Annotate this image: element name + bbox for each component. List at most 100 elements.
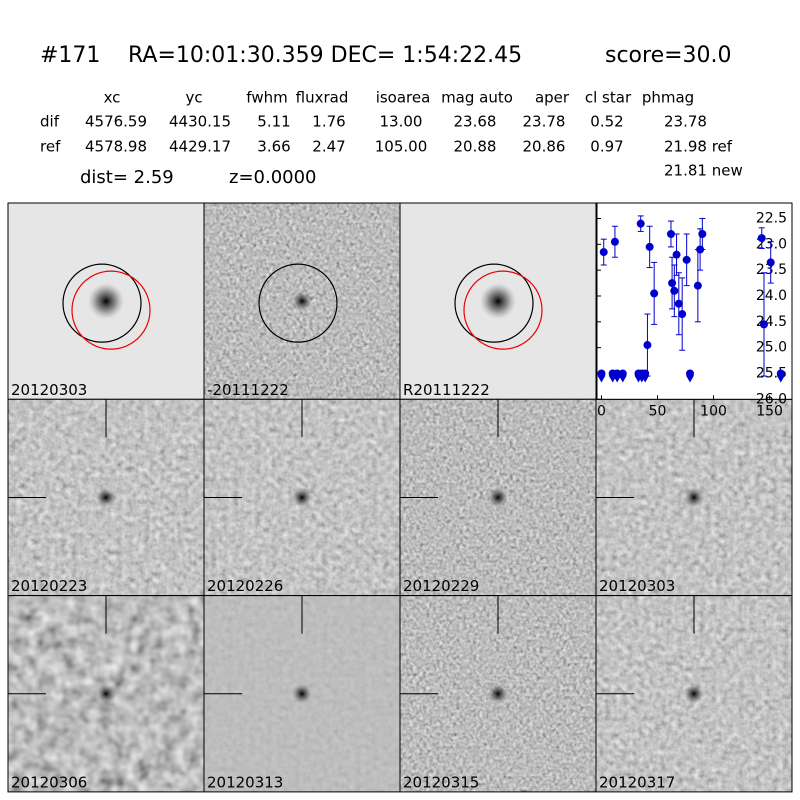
table-cell: 0.52 — [590, 113, 623, 131]
image-panel: R20111222 — [399, 202, 597, 400]
table-cell: 20.88 — [454, 138, 497, 156]
table-cell: 4429.17 — [169, 138, 231, 156]
column-header: xc — [104, 89, 121, 107]
data-point — [643, 341, 652, 350]
limit-arrow — [641, 375, 650, 383]
panel-label: -20111222 — [207, 381, 289, 399]
panel-label: 20120315 — [403, 773, 479, 791]
limit-arrow — [618, 375, 627, 383]
source — [96, 487, 116, 508]
table-cell: 2.47 — [312, 138, 345, 156]
limit-arrow — [613, 375, 622, 383]
source — [292, 683, 312, 704]
row-label: dif — [40, 113, 60, 131]
redshift: z=0.0000 — [229, 167, 317, 188]
data-point — [670, 286, 679, 295]
image-panel: 20120315 — [399, 595, 597, 793]
image-panel: 20120223 — [7, 398, 205, 597]
panel-label: R20111222 — [403, 381, 490, 399]
panel-label: 20120313 — [207, 773, 283, 791]
image-panel: 20120303 — [595, 398, 793, 597]
table-cell: 13.00 — [380, 113, 423, 131]
y-tick-label: 24.0 — [756, 288, 787, 304]
image-panel: 20120317 — [595, 595, 793, 793]
table-cell: 3.66 — [257, 138, 290, 156]
table-cell: 5.11 — [257, 113, 290, 131]
source — [684, 683, 704, 704]
data-point — [766, 258, 775, 267]
column-header: phmag — [642, 89, 694, 107]
limit-arrow — [776, 375, 785, 383]
x-tick-label: 50 — [649, 403, 667, 419]
image-panel: 20120303 — [7, 202, 205, 400]
image-panel: -20111222 — [203, 202, 401, 400]
column-header: fwhm — [246, 89, 287, 107]
panel-label: 20120303 — [599, 577, 675, 595]
aperture-ref — [71, 270, 151, 350]
table-cell: 0.97 — [590, 138, 623, 156]
y-tick-label: 26.0 — [756, 391, 787, 407]
column-header: yc — [185, 89, 202, 107]
data-point — [610, 237, 619, 246]
table-cell: 23.68 — [454, 113, 497, 131]
column-header: aper — [535, 89, 570, 107]
coordinates: RA=10:01:30.359 DEC= 1:54:22.45 — [128, 43, 522, 68]
data-point — [636, 219, 645, 228]
table-cell: 4430.15 — [169, 113, 231, 131]
row-label: ref — [40, 138, 61, 156]
data-point — [693, 281, 702, 290]
table-cell: 23.78 — [664, 113, 707, 131]
panel-label: 20120303 — [11, 381, 87, 399]
column-header: isoarea — [376, 89, 431, 107]
source — [96, 683, 116, 704]
table-cell: 1.76 — [312, 113, 345, 131]
source — [480, 283, 516, 320]
data-point — [666, 229, 675, 238]
data-point — [682, 255, 691, 264]
panel-label: 20120317 — [599, 773, 675, 791]
x-tick-label: 100 — [700, 403, 727, 419]
panel-label: 20120226 — [207, 577, 283, 595]
source — [684, 487, 704, 508]
y-tick-label: 24.5 — [756, 314, 787, 330]
source — [292, 487, 312, 508]
table-cell: 20.86 — [523, 138, 566, 156]
column-header: cl star — [585, 89, 632, 107]
aperture — [454, 263, 534, 343]
limit-arrow — [686, 375, 695, 383]
data-point — [599, 248, 608, 257]
image-panel: 20120313 — [203, 595, 401, 793]
dist: dist= 2.59 — [80, 167, 174, 188]
panel-label: 20120229 — [403, 577, 479, 595]
data-point — [674, 299, 683, 308]
data-point — [698, 229, 707, 238]
source — [488, 487, 508, 508]
panel-label: 20120223 — [11, 577, 87, 595]
data-point — [759, 320, 768, 329]
aperture-ref — [463, 270, 543, 350]
candidate-id: #171 — [40, 43, 100, 68]
y-tick-label: 25.0 — [756, 340, 787, 356]
image-panel: 20120306 — [7, 595, 205, 793]
aperture — [62, 263, 142, 343]
column-header: mag auto — [441, 89, 513, 107]
table-cell: 4578.98 — [85, 138, 147, 156]
data-point — [678, 310, 687, 319]
table-cell: 21.81 new — [664, 162, 743, 180]
data-point — [668, 279, 677, 288]
score: score=30.0 — [605, 43, 732, 68]
source — [488, 683, 508, 704]
source — [292, 291, 312, 312]
data-point — [645, 242, 654, 251]
panel-border — [595, 595, 793, 793]
image-panel: 20120226 — [203, 398, 401, 597]
column-header: fluxrad — [296, 89, 349, 107]
y-tick-label: 22.5 — [756, 210, 787, 226]
panel-label: 20120306 — [11, 773, 87, 791]
data-point — [650, 289, 659, 298]
aperture — [258, 263, 338, 343]
limit-arrow — [597, 375, 606, 383]
x-tick-label: 0 — [597, 403, 606, 419]
data-point — [757, 234, 766, 243]
